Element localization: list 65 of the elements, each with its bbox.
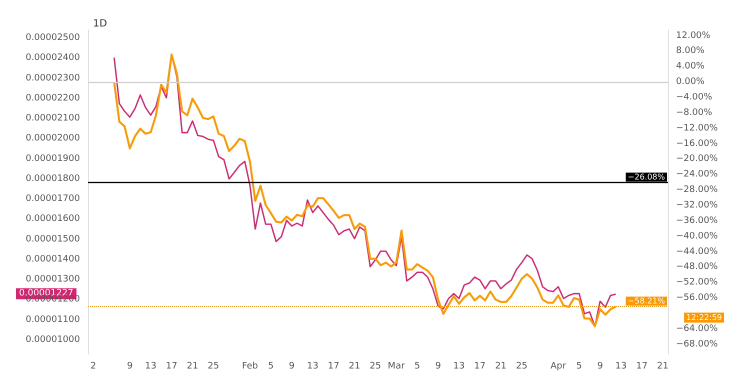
x-tick-label: Mar [388, 362, 406, 372]
y-tick-label: 0.00001500 [26, 234, 80, 244]
y2-tick-label: −8.00% [676, 108, 713, 118]
y2-tick-label: 0.00% [676, 77, 706, 88]
y-tick-label: 0.00001600 [26, 214, 80, 224]
y-tick-label: 0.00002500 [26, 33, 80, 44]
x-tick-label: 25 [516, 362, 528, 372]
x-tick-label: 13 [453, 362, 465, 372]
x-tick-label: 13 [615, 362, 627, 372]
x-tick-label: 17 [474, 362, 486, 372]
y-tick-label: 0.00001400 [26, 254, 80, 264]
y2-tick-label: −24.00% [676, 170, 718, 180]
x-tick-label: 21 [495, 362, 507, 372]
ref-line-label: −58.21% [628, 296, 666, 306]
y-tick-label: 0.00001900 [26, 154, 80, 164]
x-tick-label: 21 [657, 362, 668, 372]
x-tick-label: 17 [166, 362, 178, 372]
y2-tick-label: 4.00% [676, 62, 706, 72]
y2-tick-label: −68.00% [676, 339, 718, 350]
y2-tick-label: −44.00% [676, 246, 718, 257]
y-tick-label: 0.00001000 [26, 334, 80, 345]
x-tick-label: 13 [144, 362, 156, 372]
y2-tick-label: −16.00% [676, 138, 718, 149]
x-tick-label: Apr [550, 362, 566, 372]
x-tick-label: 2 [90, 362, 96, 372]
x-tick-label: 25 [208, 362, 220, 372]
y-tick-label: 0.00001100 [26, 314, 80, 325]
x-tick-label: 9 [288, 362, 295, 372]
x-tick-label: 17 [328, 362, 340, 372]
y-tick-label: 0.00001300 [26, 274, 80, 285]
x-tick-label: 9 [435, 362, 442, 372]
y2-tick-label: 8.00% [676, 46, 706, 56]
text: 12:22:59 [686, 313, 722, 322]
ref-line-label: −26.08% [628, 172, 666, 182]
x-tick-label: 9 [126, 362, 133, 372]
y2-tick-label: −56.00% [676, 293, 718, 304]
y-tick-label: 0.00002000 [26, 134, 80, 144]
y2-tick-label: −64.00% [676, 324, 718, 334]
y-tick-label: 0.00002200 [26, 93, 80, 104]
x-tick-label: 25 [370, 362, 382, 372]
y-tick-label: 0.00002400 [26, 53, 80, 64]
x-tick-label: 13 [306, 362, 318, 372]
y2-tick-label: 12.00% [676, 30, 711, 41]
y-tick-label: 0.00001800 [26, 174, 80, 184]
x-tick-label: 5 [576, 362, 582, 372]
y2-tick-label: −12.00% [676, 123, 718, 134]
y2-tick-label: −40.00% [676, 231, 718, 242]
y2-tick-label: −32.00% [676, 200, 718, 210]
y-tick-label: 0.00002100 [26, 114, 80, 124]
x-tick-label: 9 [597, 362, 604, 372]
y2-tick-label: −52.00% [676, 278, 718, 288]
x-tick-label: 21 [186, 362, 198, 372]
y-tick-label: 0.00002300 [26, 73, 80, 84]
x-tick-label: 17 [636, 362, 648, 372]
x-tick-label: 21 [348, 362, 360, 372]
y2-tick-label: −20.00% [676, 154, 718, 164]
y-tick-label: 0.00001700 [26, 194, 80, 204]
x-tick-label: 5 [414, 362, 420, 372]
y2-tick-label: −36.00% [676, 216, 718, 226]
x-tick-label: 5 [268, 362, 274, 372]
chart-title: 1D [93, 18, 108, 30]
y2-tick-label: −4.00% [676, 92, 713, 102]
y2-tick-label: −28.00% [676, 185, 718, 196]
y2-tick-label: −48.00% [676, 262, 718, 272]
x-tick-label: Feb [242, 362, 258, 372]
